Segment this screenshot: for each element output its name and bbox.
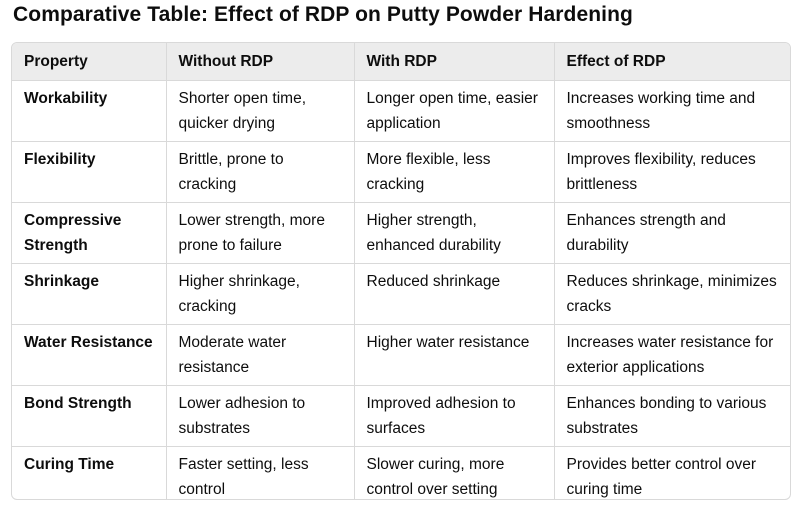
effect-cell: Provides better control over curing time [566, 456, 757, 498]
row-property-cell: Workability [12, 80, 167, 142]
effect-cell: Increases water resistance for exterior … [554, 324, 790, 386]
without-rdp-cell: Lower adhesion to substrates [166, 385, 355, 447]
with-rdp-cell: Higher strength, enhanced durability [354, 202, 555, 264]
row-property-cell: Bond Strength [12, 385, 167, 447]
without-rdp-cell: Faster setting, less control [166, 446, 355, 499]
with-rdp-cell: Slower curing, more control over setting [354, 446, 555, 499]
with-rdp-cell: Reduced shrinkage [354, 263, 555, 325]
effect-cell: Enhances bonding to various substrates [554, 385, 790, 447]
row-property-cell: Water Resistance [12, 324, 167, 386]
without-rdp-cell: Moderate water resistance [166, 324, 355, 386]
table-row: Curing Time Faster setting, less control… [12, 446, 790, 499]
effect-cell: Enhances strength and durability [554, 202, 790, 264]
with-rdp-cell: More flexible, less cracking [354, 141, 555, 203]
table-row: Compressive Strength Lower strength, mor… [12, 202, 790, 264]
with-rdp-cell: Improved adhesion to surfaces [354, 385, 555, 447]
page-title: Comparative Table: Effect of RDP on Putt… [13, 3, 633, 26]
comparison-table: Property Without RDP With RDP Effect of … [11, 42, 791, 500]
without-rdp-cell: Shorter open time, quicker drying [166, 80, 355, 142]
row-property-cell: Curing Time [12, 446, 167, 499]
column-header-property: Property [12, 43, 167, 81]
table-row: Workability Shorter open time, quicker d… [12, 80, 790, 142]
table-row: Shrinkage Higher shrinkage, cracking Red… [12, 263, 790, 325]
without-rdp-cell: Brittle, prone to cracking [166, 141, 355, 203]
row-property-cell: Shrinkage [12, 263, 167, 325]
column-header-without-rdp: Without RDP [166, 43, 355, 81]
effect-cell: Improves flexibility, reduces brittlenes… [554, 141, 790, 203]
column-header-effect-of-rdp: Effect of RDP [554, 43, 790, 81]
column-header-with-rdp: With RDP [354, 43, 555, 81]
table-row: Water Resistance Moderate water resistan… [12, 324, 790, 386]
row-property-cell: Flexibility [12, 141, 167, 203]
row-property-cell: Compressive Strength [12, 202, 167, 264]
with-rdp-cell: Higher water resistance [354, 324, 555, 386]
with-rdp-cell: Longer open time, easier application [354, 80, 555, 142]
without-rdp-cell: Lower strength, more prone to failure [166, 202, 355, 264]
table-header-row: Property Without RDP With RDP Effect of … [12, 43, 790, 81]
table-row: Bond Strength Lower adhesion to substrat… [12, 385, 790, 447]
without-rdp-cell: Higher shrinkage, cracking [166, 263, 355, 325]
table-row: Flexibility Brittle, prone to cracking M… [12, 141, 790, 203]
effect-cell: Increases working time and smoothness [554, 80, 790, 142]
effect-cell: Reduces shrinkage, minimizes cracks [554, 263, 790, 325]
